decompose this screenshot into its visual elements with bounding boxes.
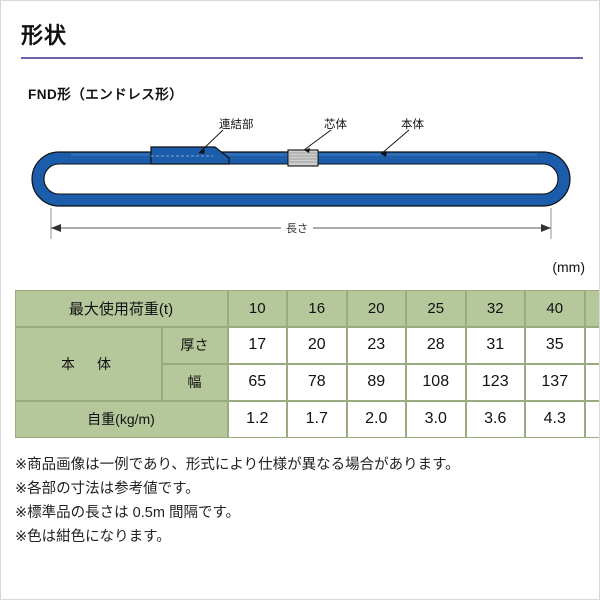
table-cell: 78 [286,363,348,401]
core-leader-arrow [304,148,310,153]
note-line: ※色は紺色になります。 [15,529,171,545]
label-body: 本体 [401,119,424,131]
product-type-subtitle: FND形（エンドレス形） [28,87,184,102]
table-cell: 28 [405,326,467,364]
header-label: 最大使用荷重(t) [13,289,229,327]
note-line: ※各部の寸法は参考値です。 [15,481,200,497]
table-cell: 3.6 [465,400,526,438]
header-cell: 25 [405,289,467,327]
table-row-weight: 自重(kg/m) 1.2 1.7 2.0 3.0 3.6 4.3 5.3 [13,400,599,438]
joint-leader-line [198,129,224,154]
note-line: ※商品画像は一例であり、形式により仕様が異なる場合があります。 [15,457,460,473]
table-row-thickness: 本 体 厚さ 17 20 23 28 31 35 38 [14,326,599,401]
sling-diagram: 連結部 芯体 本体 長さ [1,106,599,246]
table-row-width: 幅 65 78 89 108 123 137 150 [15,363,599,401]
table-cell: 1.7 [286,400,348,438]
dim-arrow-left [51,224,61,232]
table-cell: 23 [346,326,407,364]
joint-leader-arrow [199,149,205,154]
row-label-thickness: 厚さ [160,326,229,364]
table-cell: 5.3 [584,400,599,438]
table-cell: 17 [227,326,288,364]
body-leader-arrow [381,151,387,157]
core-block-shape [287,149,319,167]
page-title: 形状 [21,23,68,48]
table-cell: 150 [584,363,599,401]
table-cell: 108 [405,363,467,401]
header-cell: 40 [524,289,586,327]
table-cell: 4.3 [524,400,586,438]
table-cell: 1.2 [227,400,288,438]
table-cell: 31 [465,326,526,364]
table-cell: 20 [286,326,348,364]
notes-list: ※商品画像は一例であり、形式により仕様が異なる場合があります。 ※各部の寸法は参… [15,453,587,549]
spec-table: 最大使用荷重(t) 10 16 20 25 32 40 50 本 体 厚さ 17… [13,289,599,438]
table-cell: 2.0 [346,400,407,438]
row-label-width: 幅 [160,363,229,401]
unit-label: (mm) [552,259,585,275]
body-leader-line [380,129,410,155]
header-cell: 10 [227,289,288,327]
header-cell: 16 [286,289,348,327]
row-label-weight: 自重(kg/m) [13,400,229,438]
table-cell: 65 [227,363,288,401]
label-length: 長さ [281,220,313,236]
table-row-header: 最大使用荷重(t) 10 16 20 25 32 40 50 [13,289,599,327]
label-core: 芯体 [324,119,347,131]
table-cell: 137 [524,363,586,401]
header-cell: 20 [346,289,407,327]
table-cell: 35 [524,326,586,364]
table-cell: 123 [465,363,526,401]
table-cell: 38 [584,326,599,364]
joint-sleeve-shape [150,146,230,165]
table-cell: 89 [346,363,407,401]
title-divider [21,57,583,59]
dim-arrow-right [541,224,551,232]
sling-diagram-svg [31,129,571,239]
note-line: ※標準品の長さは 0.5m 間隔です。 [15,505,240,521]
header-cell: 32 [465,289,526,327]
core-leader-line [303,129,332,151]
group-label-body: 本 体 [14,326,162,401]
core-stripes [288,152,318,163]
table-cell: 3.0 [405,400,467,438]
sling-inner-hole [43,163,559,195]
label-joint: 連結部 [219,119,254,131]
header-cell: 50 [584,289,599,327]
